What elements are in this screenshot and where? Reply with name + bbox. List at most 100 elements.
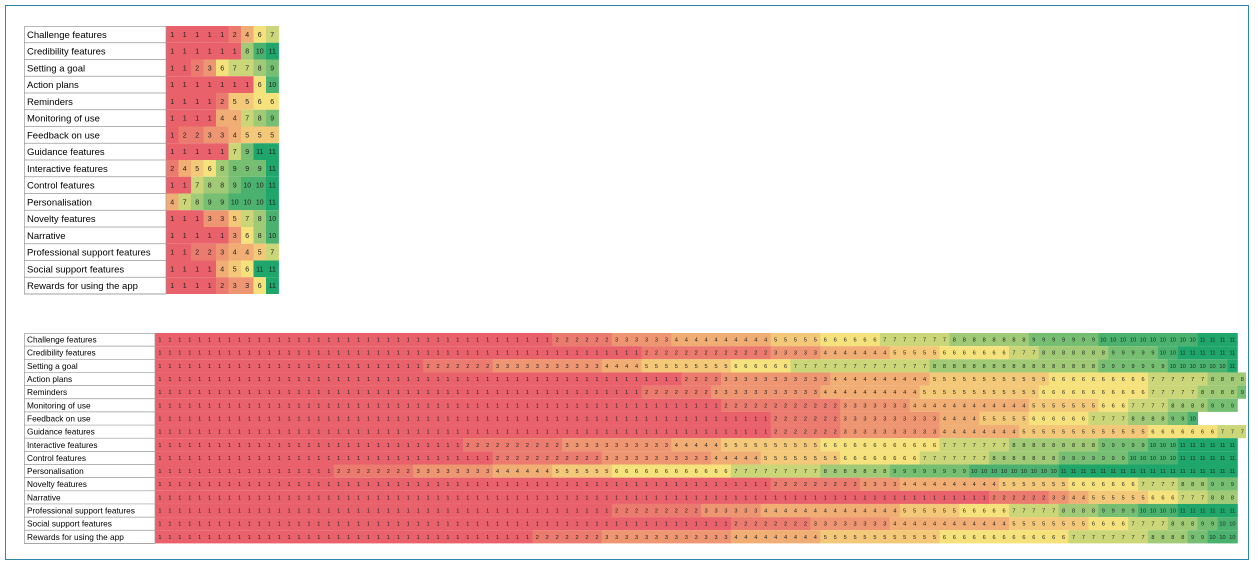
cell-value: 8 (953, 364, 956, 370)
heatmap-cell (681, 490, 692, 504)
cell-value: 3 (724, 509, 727, 515)
cell-value: 1 (546, 390, 549, 396)
heatmap-cell (264, 359, 275, 373)
cell-value: 1 (635, 377, 638, 383)
heatmap-cell (790, 333, 801, 347)
heatmap-cell (552, 517, 563, 531)
cell-value: 1 (248, 377, 251, 383)
cell-value: 6 (1052, 416, 1055, 422)
cell-value: 8 (1191, 482, 1194, 488)
cell-value: 1 (754, 430, 757, 436)
heatmap-cell (303, 385, 315, 399)
cell-value: 2 (734, 351, 737, 357)
heatmap-cell (621, 385, 633, 399)
cell-value: 1 (218, 338, 221, 344)
heatmap-cell (1167, 530, 1179, 544)
cell-value: 4 (764, 338, 767, 344)
cell-value: 7 (1151, 377, 1154, 383)
cell-value: 2 (764, 403, 767, 409)
cell-value: 1 (278, 338, 281, 344)
cell-value: 1 (168, 351, 171, 357)
cell-value: 6 (1062, 377, 1065, 383)
heatmap-cell (203, 227, 217, 244)
heatmap-cell (313, 438, 325, 452)
cell-value: 6 (1171, 495, 1174, 501)
heatmap-cell (641, 398, 652, 412)
heatmap-cell (552, 490, 563, 504)
cell-value: 1 (814, 495, 817, 501)
cell-value: 7 (1132, 522, 1135, 528)
heatmap-cell (820, 372, 831, 386)
cell-value: 1 (287, 509, 290, 515)
heatmap-cell (611, 451, 623, 465)
heatmap-cell (234, 346, 245, 360)
heatmap-cell (254, 425, 265, 439)
cell-value: 3 (476, 469, 479, 475)
heatmap-cell (591, 490, 603, 504)
cell-value: 9 (963, 469, 966, 475)
heatmap-cell (860, 530, 871, 544)
heatmap-cell (393, 359, 404, 373)
cell-value: 2 (814, 430, 817, 436)
heatmap-cell (1078, 425, 1089, 439)
cell-value: 1 (466, 522, 469, 528)
heatmap-cell (433, 464, 444, 478)
heatmap-cell (1048, 438, 1060, 452)
cell-value: 2 (456, 364, 459, 370)
heatmap-cell (512, 333, 523, 347)
heatmap-cell (244, 451, 255, 465)
heatmap-cell (879, 477, 891, 491)
cell-value: 1 (158, 443, 161, 449)
cell-value: 8 (1191, 522, 1194, 528)
heatmap-cell (274, 451, 285, 465)
row-label: Feedback on use (27, 130, 100, 141)
heatmap-cell (800, 530, 811, 544)
heatmap-cell (830, 372, 841, 386)
heatmap-cell (191, 193, 204, 211)
heatmap-cell (1157, 464, 1169, 478)
heatmap-cell (1128, 464, 1139, 478)
heatmap-cell (442, 451, 454, 465)
cell-value: 1 (268, 456, 271, 462)
heatmap-cell (591, 438, 603, 452)
cell-value: 3 (863, 416, 866, 422)
cell-value: 1 (258, 456, 261, 462)
heatmap-cell (433, 346, 444, 360)
cell-value: 1 (158, 351, 161, 357)
heatmap-cell (1018, 530, 1030, 544)
cell-value: 1 (476, 456, 479, 462)
heatmap-cell (1028, 359, 1040, 373)
heatmap-cell (214, 464, 225, 478)
cell-value: 2 (734, 403, 737, 409)
heatmap-cell (433, 503, 444, 518)
heatmap-cell (502, 398, 513, 412)
heatmap-cell (730, 503, 742, 518)
cell-value: 1 (605, 351, 608, 357)
cell-value: 1 (337, 495, 340, 501)
heatmap-cell (403, 517, 414, 531)
cell-value: 1 (744, 482, 747, 488)
heatmap-cell (572, 372, 583, 386)
cell-value: 6 (774, 364, 777, 370)
heatmap-cell (770, 451, 781, 465)
cell-value: 1 (705, 416, 708, 422)
cell-value: 1 (178, 495, 181, 501)
heatmap-cell (203, 93, 217, 110)
cell-value: 1 (436, 338, 439, 344)
cell-value: 1 (228, 351, 231, 357)
cell-value: 7 (794, 469, 797, 475)
cell-value: 1 (198, 456, 201, 462)
heatmap-cell (572, 425, 583, 439)
heatmap-cell (681, 464, 692, 478)
heatmap-cell (203, 277, 217, 294)
heatmap-cell (313, 451, 325, 465)
heatmap-cell (482, 503, 494, 518)
cell-value: 4 (754, 456, 757, 462)
cell-value: 2 (585, 535, 588, 541)
heatmap-cell (204, 425, 215, 439)
cell-value: 2 (695, 509, 698, 515)
cell-value: 1 (397, 509, 400, 515)
row-label: Setting a goal (27, 361, 78, 371)
cell-value: 1 (198, 403, 201, 409)
heatmap-cell (1038, 530, 1050, 544)
